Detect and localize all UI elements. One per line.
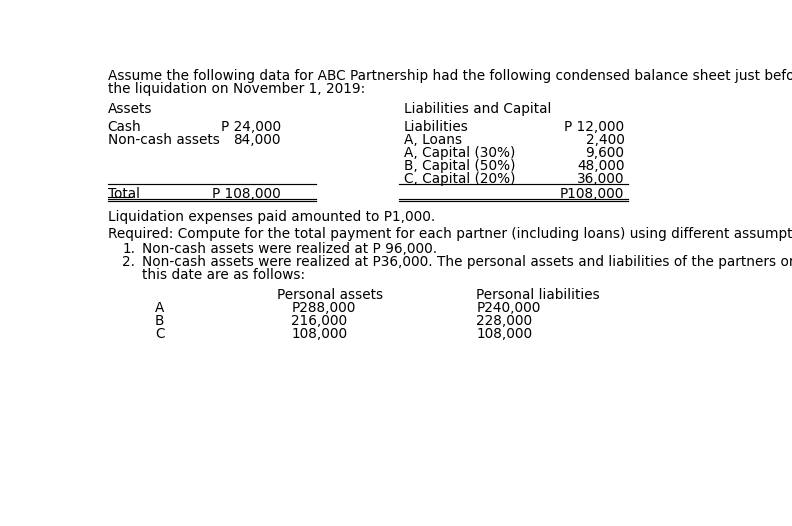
Text: P 12,000: P 12,000 (565, 120, 624, 134)
Text: Non-cash assets were realized at P 96,000.: Non-cash assets were realized at P 96,00… (142, 242, 436, 256)
Text: B, Capital (50%): B, Capital (50%) (404, 159, 515, 174)
Text: Total: Total (108, 187, 139, 201)
Text: 108,000: 108,000 (291, 327, 348, 341)
Text: 108,000: 108,000 (477, 327, 532, 341)
Text: the liquidation on November 1, 2019:: the liquidation on November 1, 2019: (108, 82, 365, 96)
Text: 48,000: 48,000 (577, 159, 624, 174)
Text: 84,000: 84,000 (234, 133, 281, 147)
Text: this date are as follows:: this date are as follows: (142, 268, 305, 282)
Text: Personal assets: Personal assets (277, 288, 383, 301)
Text: 9,600: 9,600 (585, 146, 624, 160)
Text: 36,000: 36,000 (577, 173, 624, 186)
Text: C: C (154, 327, 164, 341)
Text: P288,000: P288,000 (291, 301, 356, 315)
Text: A, Capital (30%): A, Capital (30%) (404, 146, 515, 160)
Text: A: A (154, 301, 164, 315)
Text: Non-cash assets were realized at P36,000. The personal assets and liabilities of: Non-cash assets were realized at P36,000… (142, 255, 792, 269)
Text: 216,000: 216,000 (291, 313, 348, 328)
Text: Assets: Assets (108, 102, 152, 116)
Text: P 24,000: P 24,000 (221, 120, 281, 134)
Text: 2.: 2. (122, 255, 135, 269)
Text: P240,000: P240,000 (477, 301, 541, 315)
Text: Required: Compute for the total payment for each partner (including loans) using: Required: Compute for the total payment … (108, 227, 792, 241)
Text: Liabilities and Capital: Liabilities and Capital (404, 102, 551, 116)
Text: Assume the following data for ABC Partnership had the following condensed balanc: Assume the following data for ABC Partne… (108, 69, 792, 83)
Text: B: B (154, 313, 164, 328)
Text: Cash: Cash (108, 120, 141, 134)
Text: 228,000: 228,000 (477, 313, 532, 328)
Text: Personal liabilities: Personal liabilities (477, 288, 600, 301)
Text: Non-cash assets: Non-cash assets (108, 133, 219, 147)
Text: Liquidation expenses paid amounted to P1,000.: Liquidation expenses paid amounted to P1… (108, 210, 435, 224)
Text: P108,000: P108,000 (560, 187, 624, 201)
Text: P 108,000: P 108,000 (212, 187, 281, 201)
Text: C, Capital (20%): C, Capital (20%) (404, 173, 515, 186)
Text: 2,400: 2,400 (585, 133, 624, 147)
Text: A, Loans: A, Loans (404, 133, 462, 147)
Text: Liabilities: Liabilities (404, 120, 468, 134)
Text: 1.: 1. (122, 242, 135, 256)
